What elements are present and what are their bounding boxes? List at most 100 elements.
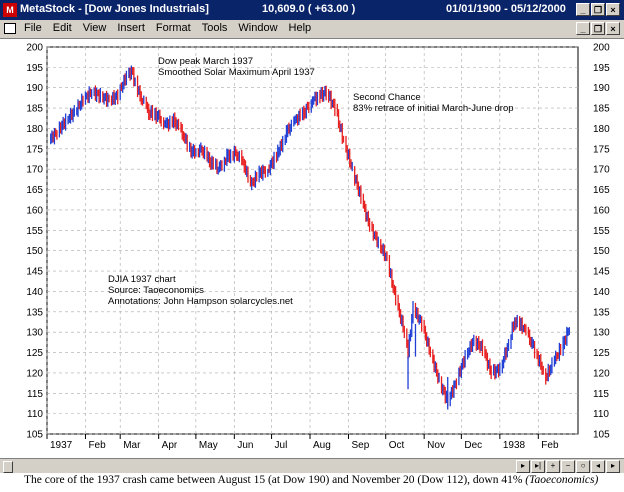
y-tick-label-left: 125 — [26, 348, 43, 359]
y-tick-label-right: 175 — [593, 144, 610, 155]
x-tick-label: Feb — [541, 440, 559, 451]
x-tick-label: Dec — [464, 440, 482, 451]
y-tick-label-right: 195 — [593, 63, 610, 74]
y-tick-label-left: 175 — [26, 144, 43, 155]
second-chance-annotation: Second Chance 83% retrace of initial Mar… — [353, 92, 514, 114]
next-icon[interactable]: ▸| — [531, 460, 545, 473]
y-tick-label-left: 180 — [26, 124, 43, 135]
y-tick-label-right: 170 — [593, 165, 610, 176]
y-tick-label-right: 185 — [593, 104, 610, 115]
y-tick-label-right: 180 — [593, 124, 610, 135]
scroll-thumb[interactable] — [3, 461, 13, 473]
x-tick-label: Jul — [275, 440, 288, 451]
x-tick-label: Nov — [427, 440, 445, 451]
menu-insert[interactable]: Insert — [117, 22, 145, 34]
menu-list: File Edit View Insert Format Tools Windo… — [24, 22, 311, 34]
y-tick-label-left: 190 — [26, 83, 43, 94]
y-tick-label-right: 110 — [593, 409, 609, 420]
window-controls: _ ❐ × — [576, 3, 620, 16]
y-tick-label-right: 120 — [593, 368, 610, 379]
caption-source: (Taoeconomics) — [525, 474, 599, 486]
x-tick-label: Mar — [123, 440, 141, 451]
x-tick-label: Aug — [313, 440, 331, 451]
y-tick-label-right: 140 — [593, 287, 610, 298]
restore-icon[interactable]: ❐ — [591, 3, 605, 16]
y-tick-label-left: 120 — [26, 368, 43, 379]
x-tick-label: May — [199, 440, 218, 451]
document-icon[interactable] — [4, 23, 16, 34]
left-arrow-icon[interactable]: ◂ — [591, 460, 605, 473]
y-tick-label-right: 125 — [593, 348, 610, 359]
close-icon[interactable]: × — [606, 3, 620, 16]
y-tick-label-left: 145 — [26, 267, 43, 278]
menu-file[interactable]: File — [24, 22, 42, 34]
x-tick-label: Jun — [237, 440, 253, 451]
y-tick-label-left: 110 — [27, 409, 43, 420]
menu-format[interactable]: Format — [155, 22, 191, 34]
y-tick-label-left: 150 — [26, 246, 43, 257]
menu-edit[interactable]: Edit — [52, 22, 72, 34]
y-tick-label-left: 165 — [26, 185, 43, 196]
source-annotation: DJIA 1937 chart Source: Taoeconomics Ann… — [108, 274, 293, 307]
y-tick-label-right: 155 — [593, 226, 610, 237]
x-tick-label: 1937 — [50, 440, 73, 451]
zoom-in-icon[interactable]: + — [546, 460, 560, 473]
window-title: MetaStock - [Dow Jones Industrials] — [20, 3, 209, 15]
y-tick-label-right: 115 — [593, 389, 609, 400]
peak-annotation: Dow peak March 1937 Smoothed Solar Maxim… — [158, 56, 315, 78]
menu-window[interactable]: Window — [238, 22, 278, 34]
price-chart[interactable]: 105 105 110 110 115 115 120 120 125 125 130 130 135 1… — [0, 39, 624, 459]
x-tick-label: Feb — [88, 440, 106, 451]
zoom-out-icon[interactable]: − — [561, 460, 575, 473]
date-range: 01/01/1900 - 05/12/2000 — [446, 3, 566, 15]
y-tick-label-left: 170 — [26, 165, 43, 176]
y-tick-label-left: 160 — [26, 205, 43, 216]
x-tick-label: Oct — [389, 440, 405, 451]
second-chance-line2: 83% retrace of initial March-June drop — [353, 103, 514, 114]
y-tick-label-right: 165 — [593, 185, 610, 196]
y-tick-label-left: 115 — [27, 389, 43, 400]
second-chance-line1: Second Chance — [353, 92, 421, 103]
prev-icon[interactable]: ▸ — [516, 460, 530, 473]
y-tick-label-left: 200 — [26, 43, 43, 54]
source-line1: DJIA 1937 chart — [108, 274, 176, 285]
x-tick-label: Apr — [162, 440, 178, 451]
menu-tools[interactable]: Tools — [201, 22, 228, 34]
y-tick-label-left: 155 — [26, 226, 43, 237]
y-tick-label-right: 135 — [593, 307, 610, 318]
y-tick-label-right: 105 — [593, 430, 610, 441]
x-tick-label: Sep — [351, 440, 369, 451]
figure-caption: The core of the 1937 crash came between … — [24, 474, 598, 486]
menu-help[interactable]: Help — [288, 22, 312, 34]
doc-minimize-icon[interactable]: _ — [576, 22, 590, 35]
caption-text: The core of the 1937 crash came between … — [24, 474, 526, 486]
fit-icon[interactable]: ○ — [576, 460, 590, 473]
y-tick-label-right: 150 — [593, 246, 610, 257]
chart-panel[interactable]: 105 105 110 110 115 115 120 120 125 125 130 130 135 1… — [0, 39, 624, 459]
y-tick-label-left: 130 — [26, 328, 43, 339]
y-tick-label-right: 190 — [593, 83, 610, 94]
peak-annotation-line2: Smoothed Solar Maximum April 1937 — [158, 67, 315, 78]
metastock-app-icon[interactable]: M — [3, 3, 17, 17]
x-tick-label: 1938 — [503, 440, 526, 451]
doc-restore-icon[interactable]: ❐ — [591, 22, 605, 35]
window-titlebar: M MetaStock - [Dow Jones Industrials] 10… — [0, 0, 624, 20]
source-line2: Source: Taoeconomics — [108, 285, 204, 296]
y-tick-label-right: 145 — [593, 267, 610, 278]
y-tick-label-left: 185 — [26, 104, 43, 115]
chart-nav-buttons: ▸ ▸| + − ○ ◂ ▸ — [516, 460, 620, 473]
y-tick-label-right: 200 — [593, 43, 610, 54]
horizontal-scrollbar[interactable]: ▸ ▸| + − ○ ◂ ▸ — [0, 458, 624, 473]
y-tick-label-left: 195 — [26, 63, 43, 74]
document-window-controls: _ ❐ × — [576, 22, 620, 35]
y-tick-label-right: 130 — [593, 328, 610, 339]
minimize-icon[interactable]: _ — [576, 3, 590, 16]
menu-view[interactable]: View — [82, 22, 107, 34]
price-readout: 10,609.0 ( +63.00 ) — [262, 3, 356, 15]
doc-close-icon[interactable]: × — [606, 22, 620, 35]
source-line3: Annotations: John Hampson solarcycles.ne… — [108, 296, 293, 307]
y-tick-label-left: 140 — [26, 287, 43, 298]
menubar: File Edit View Insert Format Tools Windo… — [0, 20, 624, 39]
y-tick-label-left: 135 — [26, 307, 43, 318]
right-arrow-icon[interactable]: ▸ — [606, 460, 620, 473]
